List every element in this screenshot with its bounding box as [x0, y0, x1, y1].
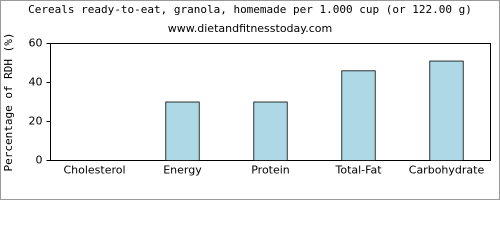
x-tick-label: Total-Fat	[334, 164, 382, 177]
frame	[0, 0, 500, 200]
x-tick-label: Protein	[251, 164, 290, 177]
y-axis-label: Percentage of RDH (%)	[2, 32, 15, 171]
y-tick-label: 60	[29, 37, 43, 50]
x-tick-label: Carbohydrate	[409, 164, 485, 177]
y-tick-label: 0	[36, 154, 43, 167]
bar	[253, 101, 288, 161]
y-tick-label: 20	[29, 115, 43, 128]
chart-title: Cereals ready-to-eat, granola, homemade …	[28, 3, 472, 16]
bar	[341, 70, 376, 161]
chart: Cereals ready-to-eat, granola, homemade …	[0, 0, 500, 200]
x-tick-label: Cholesterol	[63, 164, 125, 177]
bar	[165, 101, 200, 161]
bar	[429, 60, 464, 161]
chart-subtitle: www.dietandfitnesstoday.com	[168, 22, 332, 35]
y-tick-label: 40	[29, 76, 43, 89]
x-tick-label: Energy	[163, 164, 202, 177]
